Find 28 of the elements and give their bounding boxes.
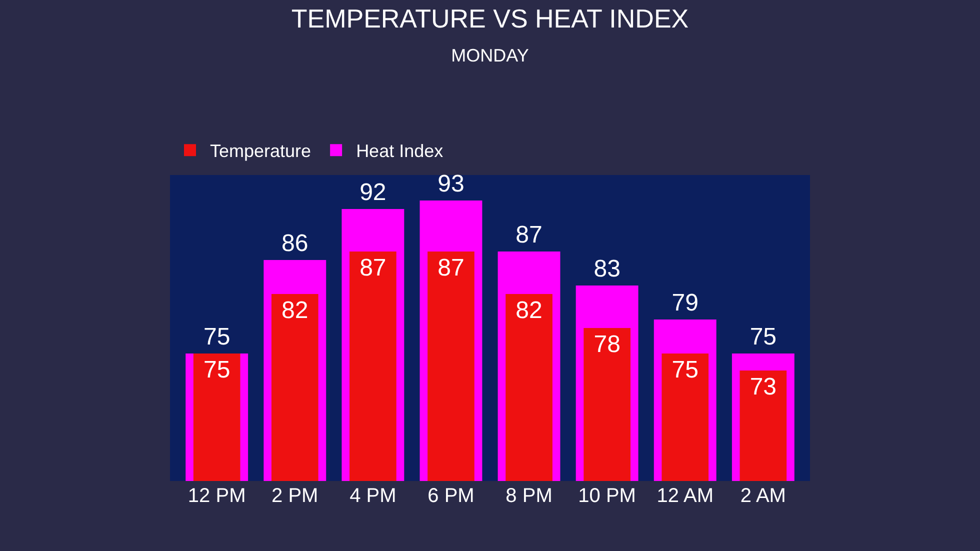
data-label: 75 bbox=[203, 356, 230, 384]
x-tick-label: 10 PM bbox=[578, 485, 636, 507]
x-tick-label: 4 PM bbox=[350, 485, 396, 507]
data-label: 75 bbox=[750, 324, 777, 350]
data-label: 83 bbox=[594, 256, 620, 282]
x-tick-label: 6 PM bbox=[428, 485, 474, 507]
data-label: 87 bbox=[438, 254, 464, 282]
x-tick-label: 2 PM bbox=[272, 485, 318, 507]
legend-label: Heat Index bbox=[356, 141, 444, 162]
legend-label: Temperature bbox=[210, 141, 312, 162]
x-tick-label: 12 PM bbox=[188, 485, 246, 507]
data-label: 92 bbox=[360, 179, 386, 206]
chart-subtitle: MONDAY bbox=[451, 45, 529, 66]
x-tick-label: 12 AM bbox=[656, 485, 714, 507]
data-label: 82 bbox=[516, 297, 542, 324]
data-label: 87 bbox=[516, 222, 542, 248]
data-label: 86 bbox=[282, 230, 308, 257]
data-label: 73 bbox=[750, 374, 777, 400]
x-tick-label: 8 PM bbox=[506, 485, 552, 507]
x-tick-label: 2 AM bbox=[740, 485, 786, 507]
data-label: 82 bbox=[282, 297, 308, 324]
data-label: 87 bbox=[360, 254, 386, 282]
data-label: 75 bbox=[203, 324, 230, 350]
data-label: 79 bbox=[672, 290, 698, 316]
data-label: 75 bbox=[672, 356, 698, 384]
chart-title: TEMPERATURE VS HEAT INDEX bbox=[291, 4, 689, 34]
data-label: 78 bbox=[594, 331, 620, 358]
data-label: 93 bbox=[438, 170, 464, 198]
